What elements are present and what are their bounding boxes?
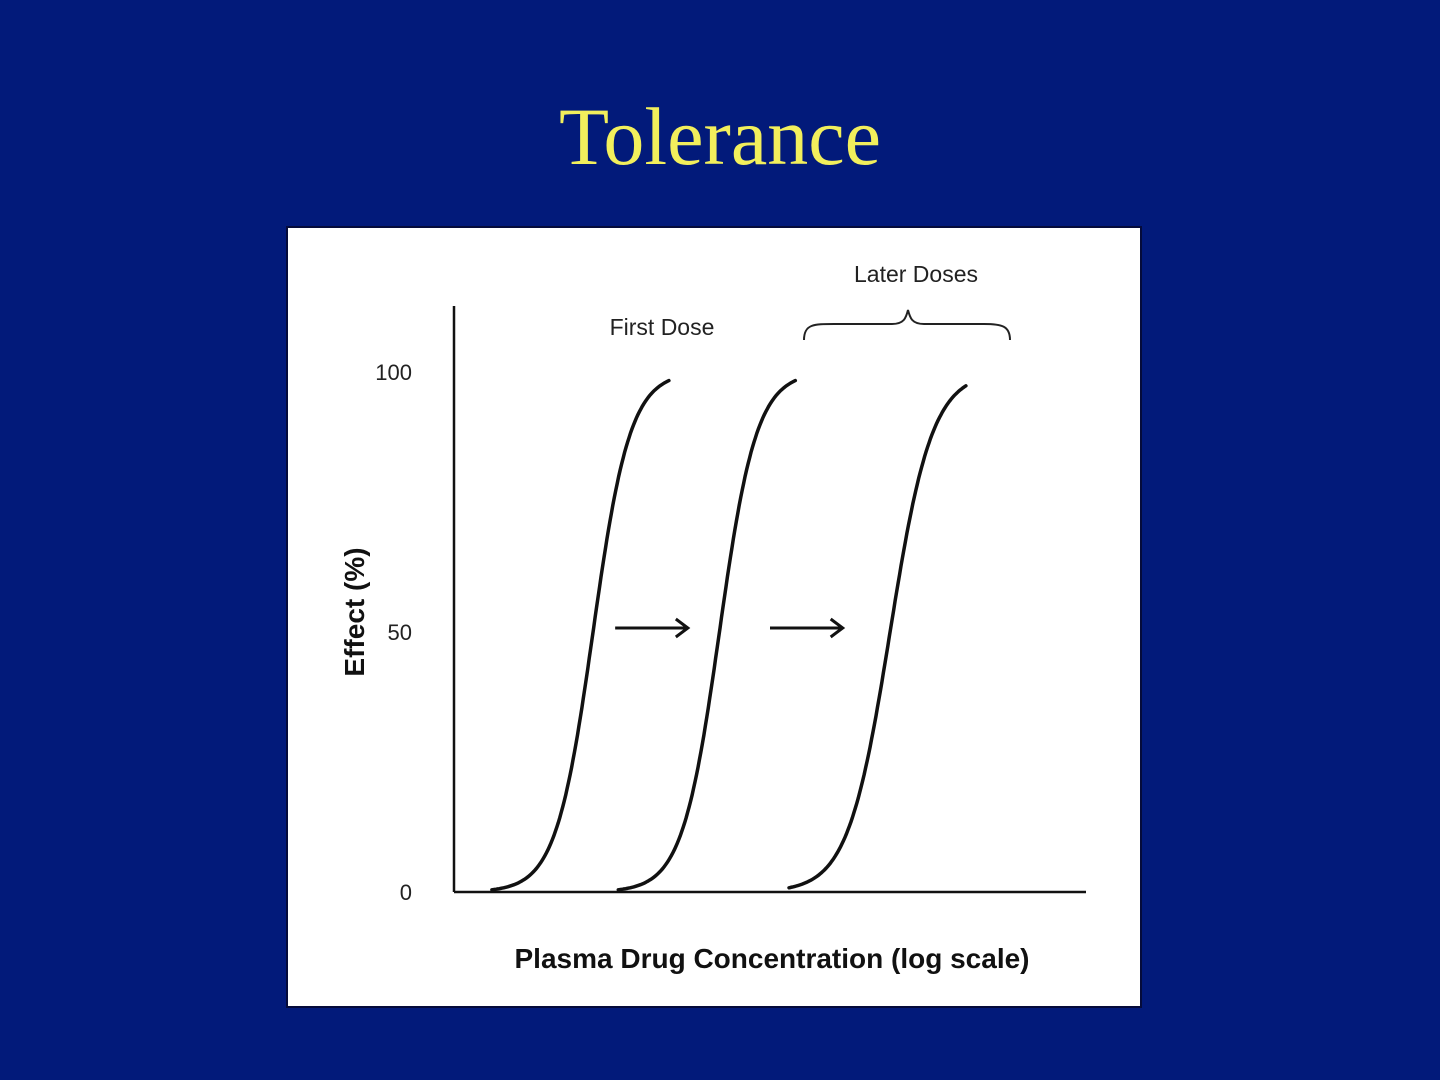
y-tick-label-100: 100 — [375, 360, 412, 385]
y-tick-labels: 0 50 100 — [375, 360, 412, 905]
first-dose-label: First Dose — [610, 314, 715, 340]
chart-axes — [452, 306, 1086, 894]
shift-arrow-2 — [770, 617, 846, 639]
chart-panel: 0 50 100 First Dose Later Doses Effect (%)… — [286, 226, 1142, 1008]
y-tick-label-50: 50 — [388, 620, 412, 645]
dose-curve-3 — [787, 384, 968, 890]
y-axis-title: Effect (%) — [339, 547, 370, 676]
dose-response-curves — [490, 378, 968, 892]
shift-arrow-1 — [615, 617, 691, 639]
slide-title: Tolerance — [558, 91, 882, 182]
shift-arrows — [615, 617, 846, 639]
x-axis-title: Plasma Drug Concentration (log scale) — [515, 943, 1030, 974]
y-tick-label-0: 0 — [400, 880, 412, 905]
chart-svg: 0 50 100 First Dose Later Doses Effect (%)… — [339, 261, 1086, 974]
dose-curve-1 — [490, 378, 671, 892]
later-doses-label: Later Doses — [854, 261, 978, 287]
dose-curve-2 — [616, 378, 798, 892]
later-doses-brace — [803, 309, 1011, 341]
